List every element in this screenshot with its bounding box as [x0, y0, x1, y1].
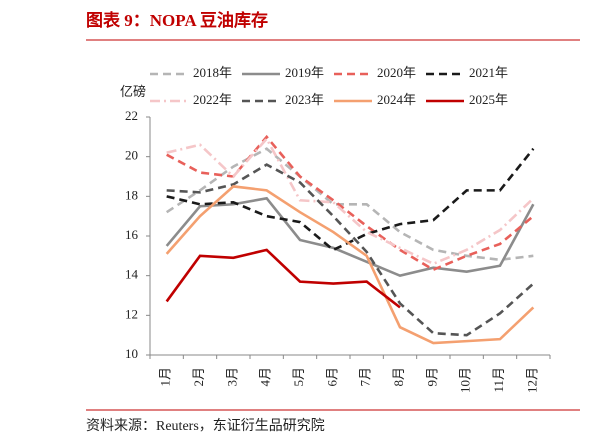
legend-label: 2025年	[469, 92, 508, 107]
legend-label: 2022年	[193, 92, 232, 107]
y-tick-label: 16	[125, 227, 139, 242]
x-tick-label: 7月	[358, 367, 373, 387]
x-tick-label: 9月	[424, 367, 439, 387]
series-line	[166, 136, 535, 266]
y-tick-label: 12	[125, 306, 138, 321]
x-tick-label: 10月	[458, 367, 473, 393]
legend-label: 2019年	[285, 65, 324, 80]
legend-label: 2024年	[377, 92, 416, 107]
x-tick-label: 8月	[391, 367, 406, 387]
y-tick-label: 22	[125, 108, 138, 123]
source-note: 资料来源：Reuters，东证衍生品研究院	[86, 418, 325, 434]
y-axis-label: 亿磅	[120, 84, 146, 99]
series-line	[165, 185, 535, 345]
legend-label: 2020年	[377, 65, 416, 80]
series-line	[165, 196, 535, 278]
y-tick-label: 10	[125, 346, 138, 361]
x-tick-label: 12月	[524, 367, 539, 393]
x-tick-label: 6月	[324, 367, 339, 387]
x-tick-label: 5月	[291, 367, 306, 387]
y-tick-label: 18	[125, 187, 138, 202]
series-line	[165, 147, 534, 262]
series-line	[166, 134, 535, 272]
x-tick-label: 1月	[158, 367, 173, 387]
series-line	[165, 248, 401, 309]
x-tick-label: 2月	[191, 367, 206, 387]
legend-label: 2018年	[193, 65, 232, 80]
x-tick-label: 4月	[258, 367, 273, 387]
x-tick-label: 11月	[491, 367, 506, 393]
series-line	[166, 147, 535, 252]
legend-label: 2021年	[469, 65, 508, 80]
chart-title: 图表 9：NOPA 豆油库存	[86, 10, 268, 30]
x-tick-label: 3月	[224, 367, 239, 387]
y-tick-label: 14	[125, 267, 139, 282]
legend-label: 2023年	[285, 92, 324, 107]
y-tick-label: 20	[125, 148, 138, 163]
